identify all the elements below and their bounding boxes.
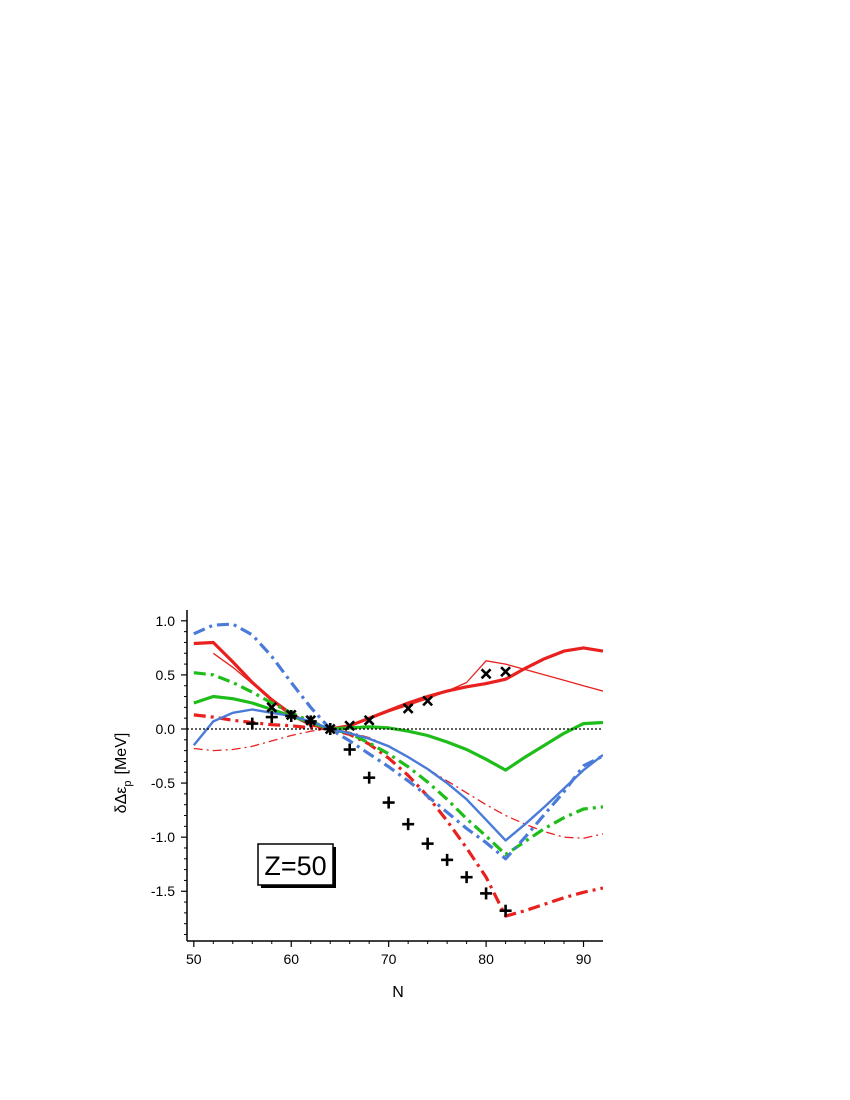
x-tick-label: 50 — [186, 951, 202, 967]
cross-marker — [500, 666, 511, 678]
plus-marker — [499, 904, 512, 917]
x-tick-label: 60 — [283, 951, 299, 967]
plus-marker — [343, 743, 356, 756]
y-axis-title-subscript: p — [122, 780, 134, 786]
y-tick-label: 0.0 — [156, 721, 176, 737]
series-line-8 — [193, 622, 603, 861]
y-axis-title-unit: [MeV] — [113, 733, 130, 775]
series-layer — [192, 622, 603, 918]
marker-layer — [246, 666, 512, 917]
x-tick-label: 80 — [478, 951, 494, 967]
y-axis-title-main: δΔε — [113, 787, 130, 814]
plus-marker — [480, 887, 493, 900]
x-axis-title: N — [392, 984, 404, 1001]
plus-marker — [441, 853, 454, 866]
x-tick-label: 70 — [381, 951, 397, 967]
cross-marker — [402, 703, 414, 714]
plus-marker — [285, 710, 298, 723]
plus-marker — [304, 715, 317, 728]
series-line-3 — [193, 713, 603, 918]
plus-marker — [246, 717, 259, 730]
y-tick-label: -1.0 — [151, 829, 175, 845]
y-tick-label: 1.0 — [156, 613, 176, 629]
axes-layer: 50 60 70 80 90 1.0 0.5 0.0 -0.5 -1.0 -1.5 — [151, 610, 603, 967]
plus-marker — [324, 722, 337, 735]
annotation-box: Z=50 — [257, 843, 336, 888]
series-line-7 — [192, 708, 603, 842]
y-tick-label: -1.5 — [151, 883, 175, 899]
cross-marker — [422, 695, 434, 707]
series-line-5 — [193, 694, 603, 772]
plus-marker — [402, 818, 415, 831]
series-line-6 — [193, 671, 603, 857]
annotation-label: Z=50 — [264, 851, 326, 881]
plus-marker — [421, 837, 434, 850]
x-tick-label: 90 — [576, 951, 592, 967]
plus-marker — [460, 871, 473, 884]
y-axis-title: δΔεp [MeV] — [113, 733, 134, 814]
cross-marker — [363, 714, 375, 726]
cross-marker — [266, 701, 278, 713]
y-tick-label: 0.5 — [156, 667, 176, 683]
plus-marker — [363, 771, 376, 784]
series-line-2 — [212, 652, 603, 730]
cross-marker — [480, 668, 492, 680]
y-axis-title-group: δΔεp [MeV] — [113, 733, 134, 814]
y-tick-label: -0.5 — [151, 775, 175, 791]
plus-marker — [382, 796, 395, 809]
plus-marker — [265, 711, 278, 724]
